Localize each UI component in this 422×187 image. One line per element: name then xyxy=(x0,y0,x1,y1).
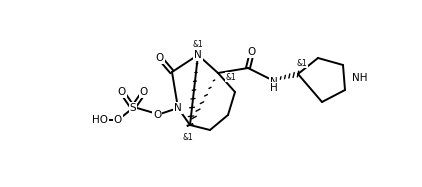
Text: O: O xyxy=(156,53,164,63)
Text: N: N xyxy=(194,50,202,60)
Text: HO: HO xyxy=(92,115,108,125)
Text: O: O xyxy=(153,110,161,120)
Text: NH: NH xyxy=(352,73,368,83)
Text: &1: &1 xyxy=(183,134,193,142)
Text: O: O xyxy=(118,87,126,97)
Text: N: N xyxy=(174,103,182,113)
Text: &1: &1 xyxy=(226,73,236,82)
Text: &1: &1 xyxy=(297,59,307,68)
Text: H: H xyxy=(270,83,278,93)
Text: O: O xyxy=(114,115,122,125)
Text: S: S xyxy=(130,103,136,113)
Text: O: O xyxy=(248,47,256,57)
Text: O: O xyxy=(140,87,148,97)
Text: &1: &1 xyxy=(192,39,203,48)
Text: N: N xyxy=(270,77,278,87)
